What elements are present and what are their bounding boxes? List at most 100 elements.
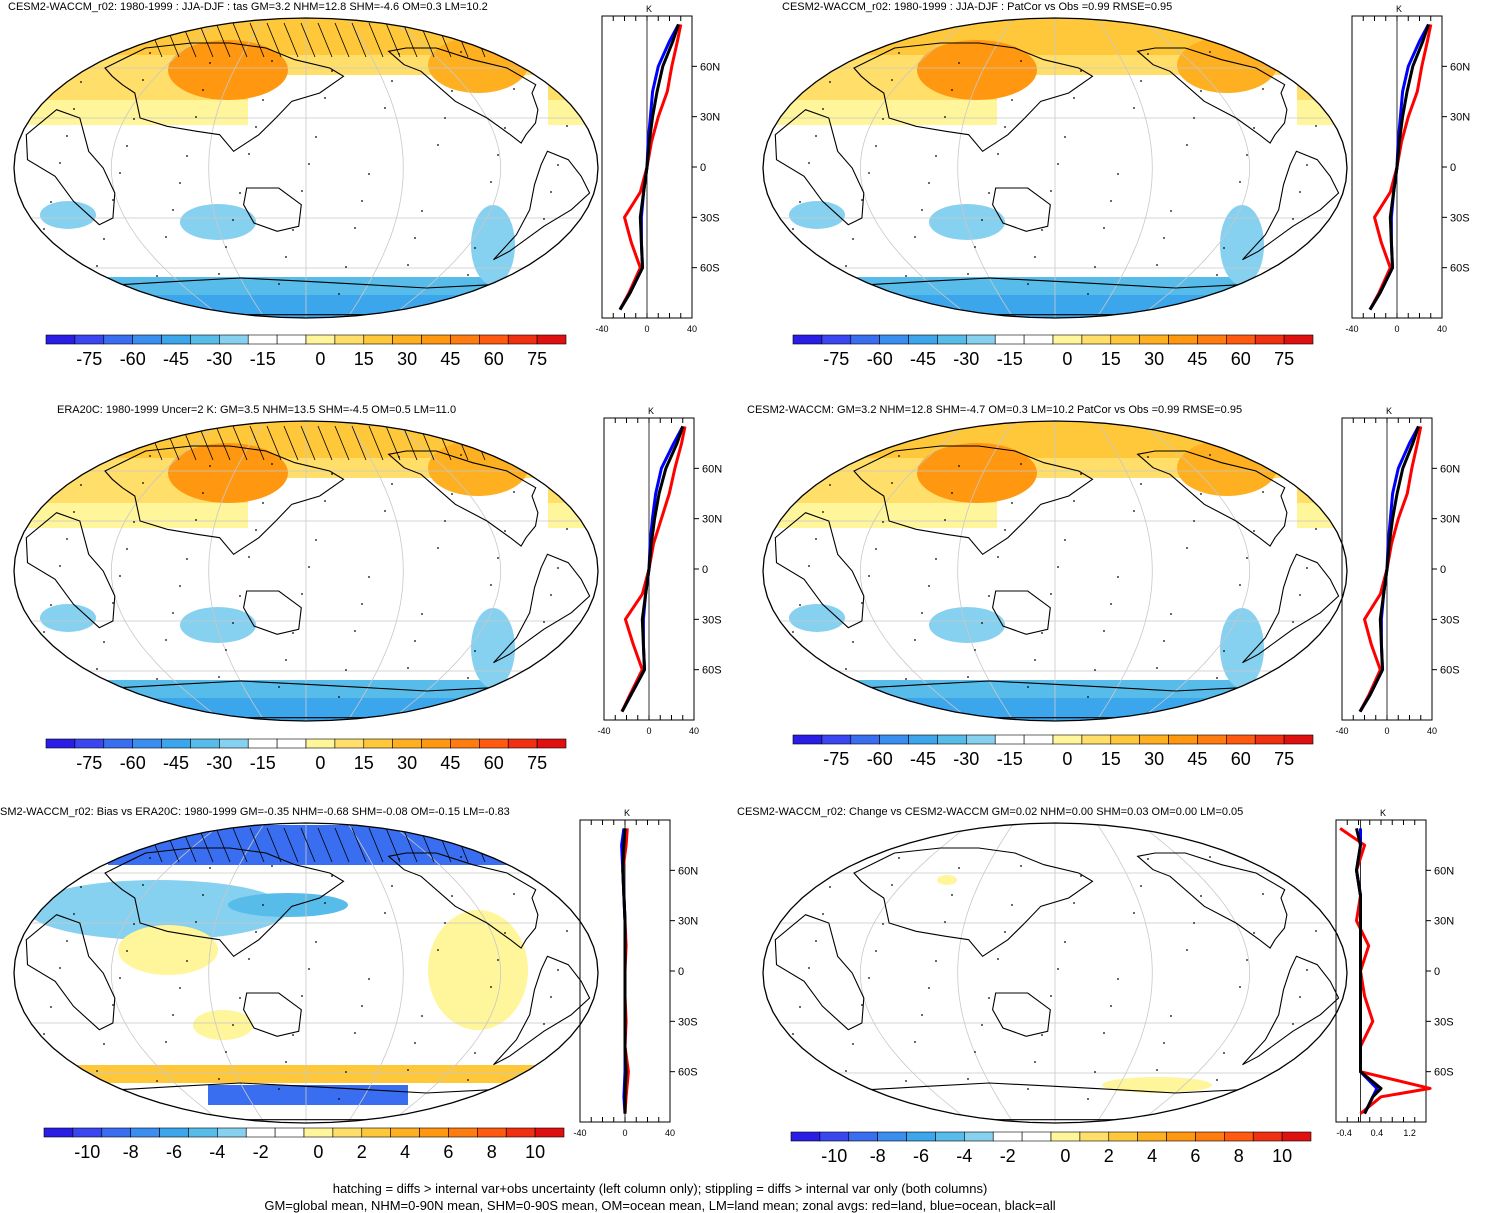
stipple-dot xyxy=(255,931,257,933)
panel-6-title: CESM2-WACCM_r02: Change vs CESM2-WACCM G… xyxy=(737,806,1244,818)
stipple-dot xyxy=(1156,1069,1158,1071)
colorbar-swatch xyxy=(421,738,451,749)
stipple-dot xyxy=(73,108,75,110)
colorbar-swatch xyxy=(879,334,909,345)
antarctic-change xyxy=(1102,1077,1212,1093)
eurasia-outline xyxy=(104,42,345,153)
colorbar-swatch xyxy=(1021,1131,1052,1142)
map-field xyxy=(14,18,598,318)
meridian-line xyxy=(347,421,404,721)
stipple-dot xyxy=(301,190,303,192)
hatch-line xyxy=(232,425,248,461)
stipple-dot xyxy=(156,678,158,680)
lat-tick-label: 30S xyxy=(702,614,722,626)
colorbar-swatch xyxy=(1139,334,1169,345)
stipple-dot xyxy=(255,126,257,128)
stipple-dot xyxy=(361,1005,363,1007)
stipple-dot xyxy=(1223,247,1225,249)
colorbar-swatch xyxy=(908,334,938,345)
stipple-dot xyxy=(278,1088,280,1090)
stipple-dot xyxy=(1087,293,1089,295)
stipple-dot xyxy=(785,255,787,257)
colorbar-swatch xyxy=(850,334,880,345)
stipple-dot xyxy=(1133,912,1135,914)
x-tick-label: 40 xyxy=(665,1128,675,1138)
colorbar-swatch xyxy=(821,334,852,345)
stipple-dot xyxy=(165,236,167,238)
stipple-dot xyxy=(852,1043,854,1045)
stipple-dot xyxy=(543,621,545,623)
stipple-dot xyxy=(384,912,386,914)
australia-cool xyxy=(180,204,256,240)
coastlines xyxy=(774,445,1340,719)
stipple-dot xyxy=(1064,539,1066,541)
stipple-dot xyxy=(935,155,937,157)
stipple-dot xyxy=(209,62,211,64)
coastlines xyxy=(774,42,1340,316)
stipple-dot xyxy=(1094,669,1096,671)
colorbar-swatch xyxy=(448,1127,478,1138)
colorbar-tick-label: 30 xyxy=(397,753,417,773)
stipple-dot xyxy=(345,266,347,268)
colorbar-swatch xyxy=(792,734,823,745)
series-ocean xyxy=(1358,425,1420,713)
stipple-dot xyxy=(218,676,220,678)
colorbar-tick-label: 8 xyxy=(1234,1146,1244,1166)
colorbar-tick-label: 4 xyxy=(400,1142,410,1162)
stipple-dot xyxy=(1080,875,1082,877)
colorbar-swatch xyxy=(130,1127,160,1138)
stipple-dot xyxy=(1011,502,1013,504)
stipple-dot xyxy=(882,118,884,120)
stipple-dot xyxy=(1087,1098,1089,1100)
stipple-dot xyxy=(202,492,204,494)
stipple-dot xyxy=(1156,264,1158,266)
graticule xyxy=(14,18,598,318)
stipple-dot xyxy=(248,958,250,960)
stipple-dot xyxy=(1147,53,1149,55)
map-outline xyxy=(13,17,599,319)
colorbar-tick-label: -60 xyxy=(120,349,146,369)
stipple-dot xyxy=(407,667,409,669)
colorbar-swatch xyxy=(906,1131,936,1142)
colorbar-tick-label: 75 xyxy=(527,753,547,773)
colorbar-swatch xyxy=(217,1127,247,1138)
south-america-outline xyxy=(1242,150,1340,261)
map-outline xyxy=(13,420,599,722)
stipple-dot xyxy=(974,246,976,248)
north-america-outline xyxy=(1136,852,1288,949)
panel-2-title: CESM2-WACCM_r02: 1980-1999 : JJA-DJF : P… xyxy=(782,1,1173,13)
stipple-dot xyxy=(838,1097,840,1099)
australia-cool xyxy=(929,607,1005,643)
stipple-dot xyxy=(935,558,937,560)
stipple-dot xyxy=(186,960,188,962)
x-tick-label: 0 xyxy=(1384,726,1389,736)
panel-6-colorbar: -10 -8 -6 -4 -2 0 2 4 6 8 10 xyxy=(790,1131,1312,1166)
colorbar-tick-label: -2 xyxy=(253,1142,269,1162)
colorbar-tick-label: 75 xyxy=(1274,349,1294,369)
stipple-dot xyxy=(882,521,884,523)
stipple-dot xyxy=(271,865,273,867)
stipple-dot xyxy=(861,1004,863,1006)
hatch-line xyxy=(215,425,231,461)
stipple-dot xyxy=(875,950,877,952)
stipple-dot xyxy=(142,884,144,886)
lat-tick-label: 0 xyxy=(678,966,684,978)
stipple-dot xyxy=(315,136,317,138)
colorbar-tick-label: 0 xyxy=(1062,749,1072,769)
panel-1-zonal-plot: K 60N 30N 0 30S 60S -40 0 40 xyxy=(595,4,720,334)
stipple-dot xyxy=(1170,613,1172,615)
stipple-dot xyxy=(799,201,801,203)
stipple-dot xyxy=(1269,61,1271,63)
colorbar-swatch xyxy=(392,334,422,345)
colorbar-tick-label: -75 xyxy=(76,753,102,773)
stipple-dot xyxy=(1011,904,1013,906)
eurasia-outline xyxy=(853,445,1094,556)
stipple-dot xyxy=(119,977,121,979)
stipple-dot xyxy=(73,913,75,915)
stipple-dot xyxy=(921,1014,923,1016)
colorbar-tick-label: 30 xyxy=(1144,749,1164,769)
stipple-dot xyxy=(921,612,923,614)
x-tick-label: 0.4 xyxy=(1371,1128,1384,1138)
stipple-dot xyxy=(1276,284,1278,286)
colorbar-swatch xyxy=(1108,1131,1138,1142)
